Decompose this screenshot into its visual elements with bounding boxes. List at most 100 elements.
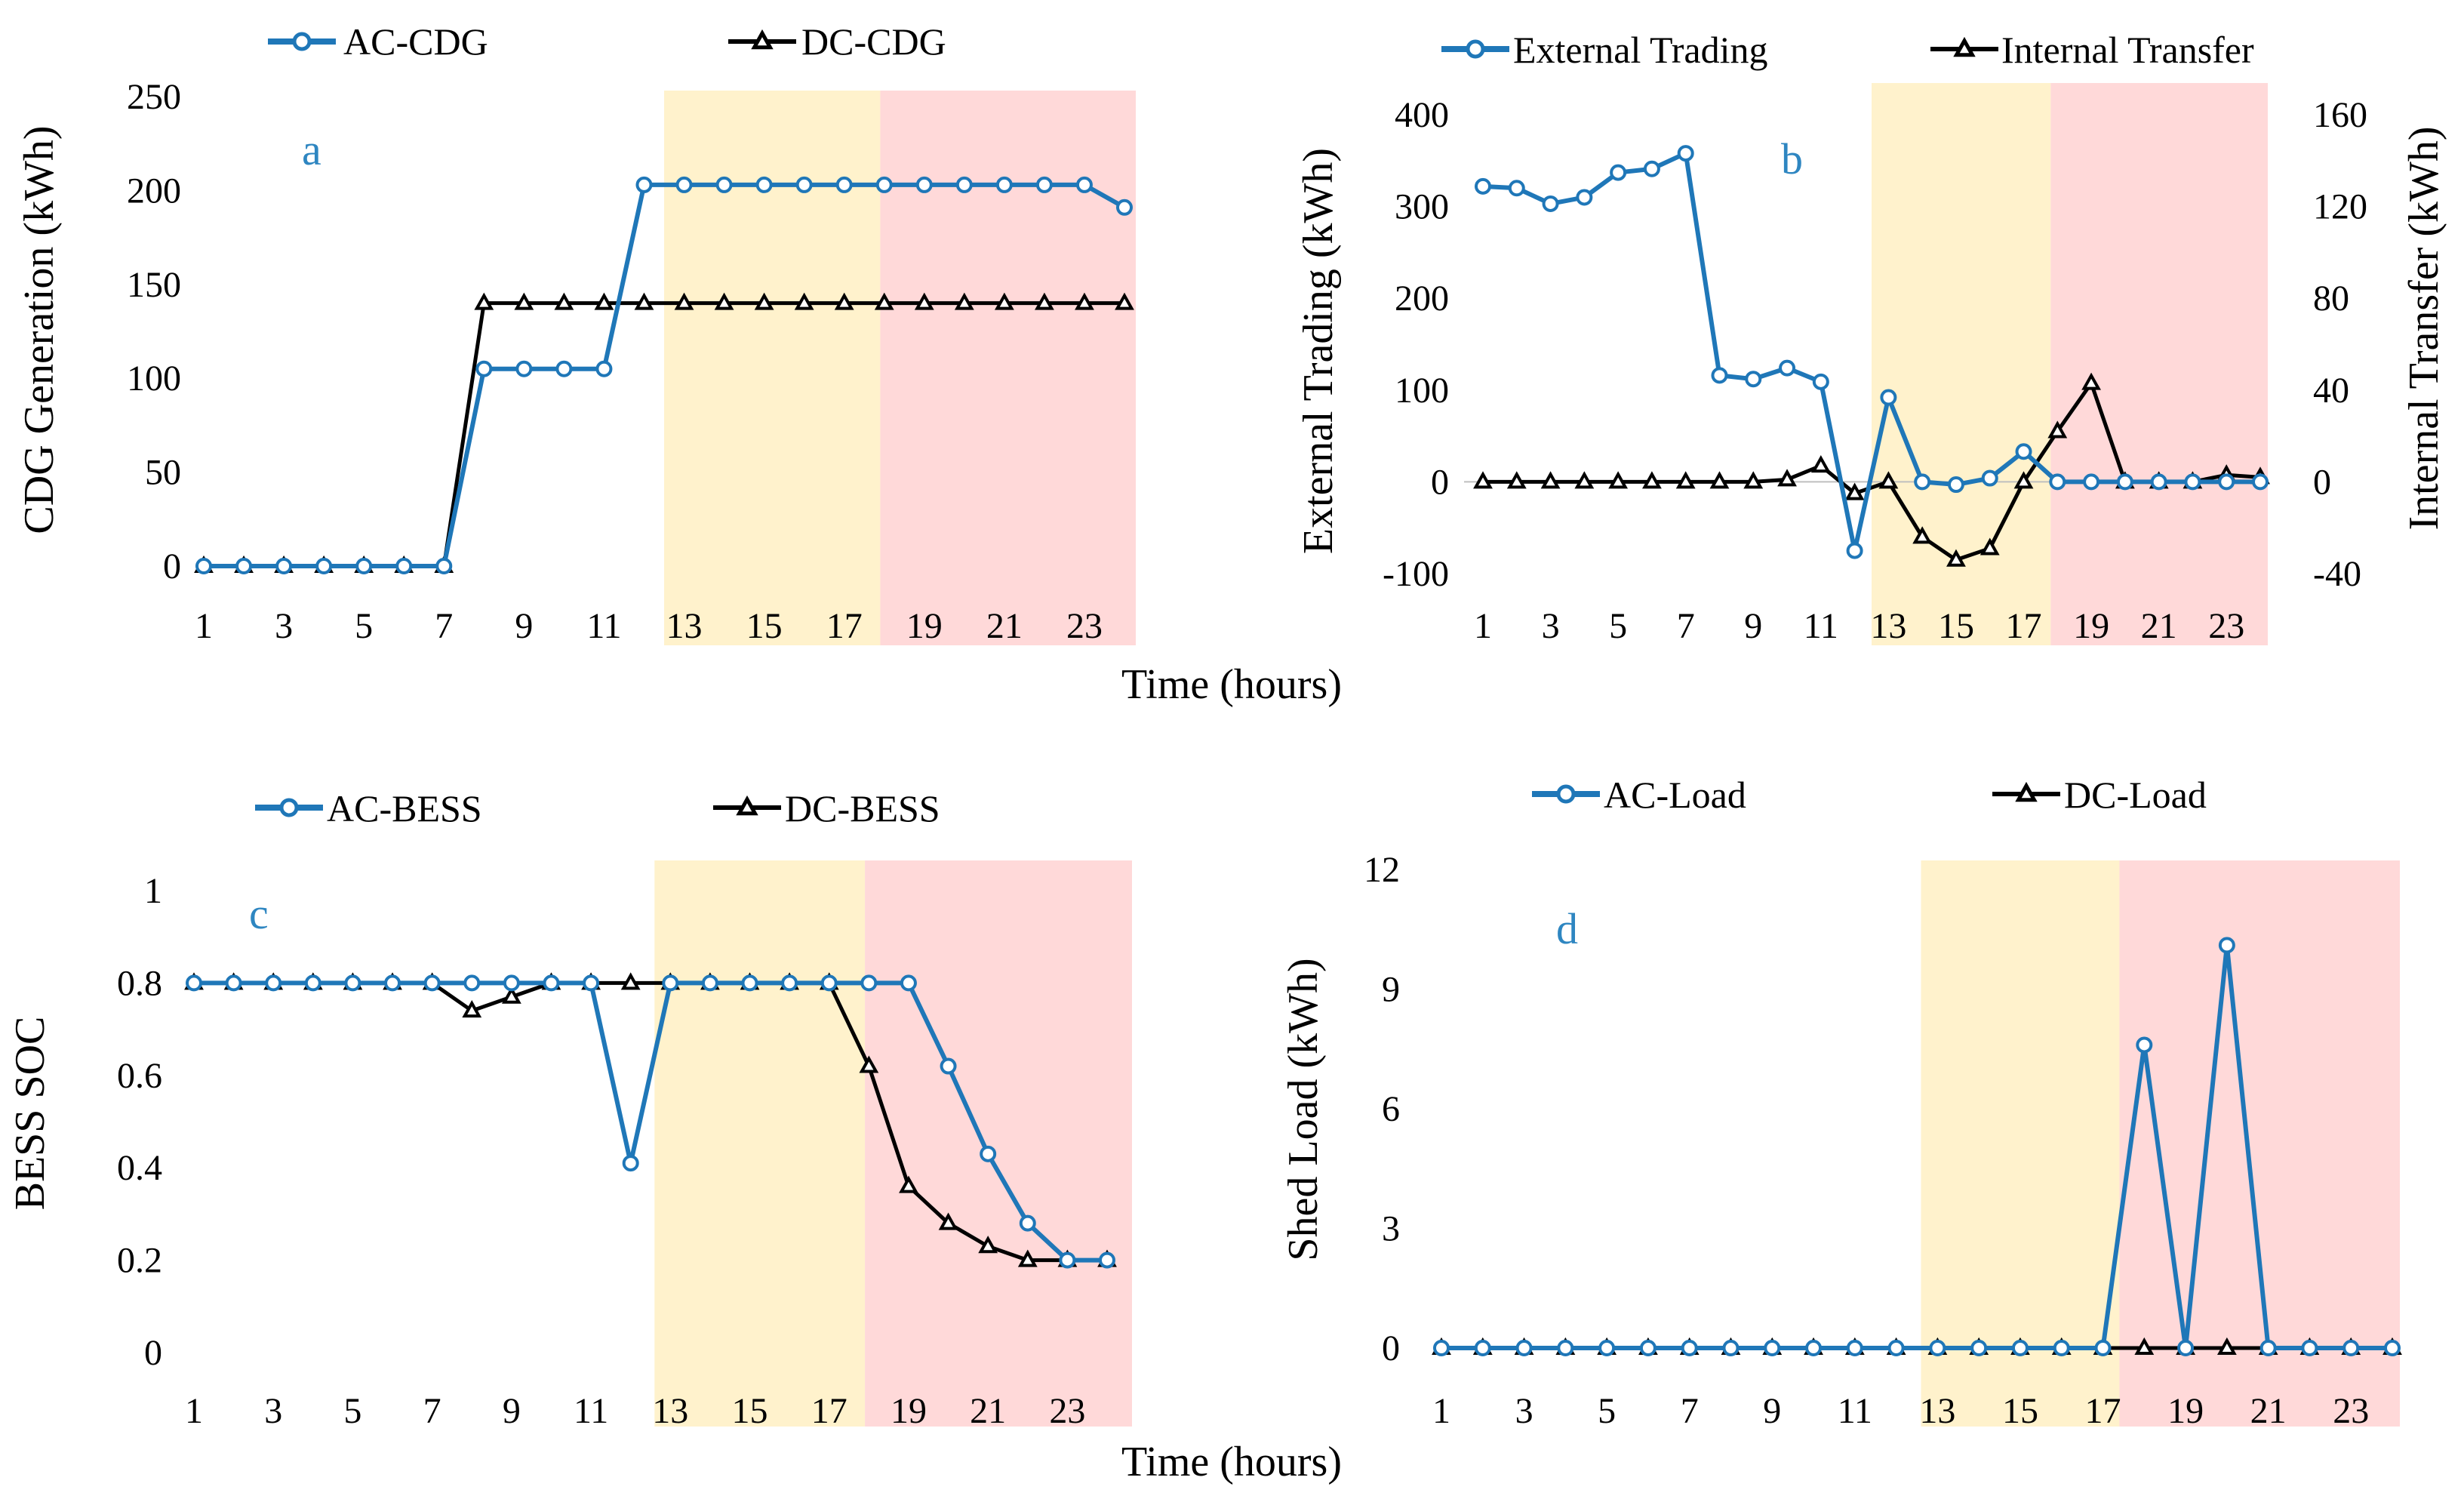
y2-tick-label: -40 bbox=[2313, 554, 2361, 594]
legend-label: DC-BESS bbox=[785, 787, 940, 829]
data-point bbox=[2218, 937, 2235, 954]
data-point bbox=[2049, 473, 2066, 491]
data-point bbox=[1722, 1340, 1740, 1356]
series-ac-bess bbox=[186, 974, 1115, 1269]
y2-tick-label: 120 bbox=[2313, 187, 2367, 227]
data-point bbox=[662, 974, 679, 992]
data-point bbox=[555, 360, 573, 377]
data-point bbox=[2013, 471, 2034, 489]
y-tick-label: 0.6 bbox=[117, 1056, 162, 1096]
y2-tick-label: 80 bbox=[2313, 279, 2349, 319]
data-point bbox=[915, 176, 933, 193]
data-point bbox=[514, 292, 534, 310]
data-point bbox=[195, 558, 212, 574]
x-tick-label: 5 bbox=[343, 1391, 361, 1431]
data-point bbox=[2184, 473, 2201, 491]
data-point bbox=[1075, 292, 1094, 310]
y-tick-label: 300 bbox=[1395, 187, 1449, 227]
data-point bbox=[938, 1212, 958, 1230]
x-tick-label: 13 bbox=[652, 1391, 688, 1431]
x-tick-label: 21 bbox=[2250, 1391, 2287, 1431]
x-tick-label: 23 bbox=[1066, 606, 1103, 646]
data-point bbox=[2384, 1340, 2401, 1356]
data-point bbox=[1946, 549, 1966, 567]
y-tick-label: 0 bbox=[1431, 462, 1449, 502]
x-tick-label: 19 bbox=[891, 1391, 927, 1431]
y-tick-label: 100 bbox=[127, 359, 181, 399]
y2-tick-label: 40 bbox=[2313, 371, 2349, 411]
x-tick-label: 17 bbox=[2006, 606, 2042, 646]
data-point bbox=[715, 176, 733, 193]
panel-letter: c bbox=[249, 889, 269, 938]
data-point bbox=[1540, 471, 1561, 489]
x-tick-label: 19 bbox=[2167, 1391, 2204, 1431]
y-tick-label: 9 bbox=[1382, 970, 1400, 1010]
y-tick-label: 0.2 bbox=[117, 1241, 162, 1281]
legend-marker bbox=[1556, 784, 1576, 804]
series-ac-cdg bbox=[195, 176, 1133, 574]
data-point bbox=[1880, 389, 1897, 406]
shaded-regions bbox=[1921, 860, 2400, 1427]
x-tick-labels: 1 3 5 7 9 11 13 15 17 19 21 23 bbox=[1474, 606, 2244, 646]
data-point bbox=[899, 1175, 918, 1193]
legend-label: External Trading bbox=[1513, 29, 1767, 71]
y2-tick-labels: -40 0 40 80 120 160 bbox=[2313, 95, 2367, 594]
data-point bbox=[1970, 1340, 1988, 1356]
y-tick-label: 0 bbox=[144, 1333, 162, 1373]
x-tick-label: 23 bbox=[2333, 1391, 2369, 1431]
data-point bbox=[1542, 195, 1559, 212]
data-point bbox=[2342, 1340, 2360, 1356]
data-point bbox=[955, 176, 973, 193]
data-point bbox=[995, 176, 1013, 193]
y-tick-label: 0.4 bbox=[117, 1148, 162, 1188]
y-tick-label: 200 bbox=[1395, 279, 1449, 319]
data-point bbox=[1433, 1340, 1450, 1356]
data-point bbox=[675, 176, 693, 193]
data-point bbox=[474, 292, 494, 310]
data-point bbox=[834, 292, 854, 310]
data-point bbox=[462, 1000, 482, 1018]
data-point bbox=[225, 974, 242, 992]
data-point bbox=[384, 974, 401, 992]
x-tick-label: 1 bbox=[195, 606, 213, 646]
x-tick-label: 15 bbox=[2002, 1391, 2038, 1431]
data-point bbox=[1812, 373, 1829, 390]
x-tick-label: 13 bbox=[1919, 1391, 1955, 1431]
data-point bbox=[820, 974, 838, 992]
legend-d-0: AC-Load bbox=[1532, 774, 1746, 816]
data-point bbox=[554, 292, 574, 310]
y-axis-title: CDG Generation (kWh) bbox=[16, 125, 63, 534]
y-tick-labels: 0 3 6 9 12 bbox=[1364, 850, 1400, 1368]
legend-marker bbox=[751, 29, 774, 50]
x-tick-label: 9 bbox=[1744, 606, 1762, 646]
data-point bbox=[2216, 1337, 2237, 1355]
series bbox=[194, 176, 1134, 574]
series bbox=[1473, 145, 2270, 567]
data-point bbox=[1677, 145, 1694, 162]
x-tick-label: 13 bbox=[666, 606, 703, 646]
data-point bbox=[714, 292, 734, 310]
data-point bbox=[515, 360, 533, 377]
x-tick-label: 11 bbox=[574, 1391, 608, 1431]
y-tick-labels: 0 0.2 0.4 0.6 0.8 1 bbox=[117, 871, 162, 1373]
x-axis-title-bottom: Time (hours) bbox=[1121, 1439, 1342, 1485]
data-point bbox=[1115, 292, 1134, 310]
data-point bbox=[1914, 473, 1931, 491]
x-tick-label: 9 bbox=[515, 606, 533, 646]
x-tick-label: 23 bbox=[2208, 606, 2244, 646]
data-point bbox=[1515, 1340, 1533, 1356]
data-point bbox=[1912, 526, 1933, 544]
x-tick-label: 21 bbox=[986, 606, 1023, 646]
data-point bbox=[1711, 367, 1728, 384]
data-point bbox=[1557, 1340, 1574, 1356]
shaded-region-1 bbox=[1921, 860, 2120, 1427]
data-point bbox=[875, 176, 893, 193]
data-point bbox=[2259, 1340, 2277, 1356]
x-tick-label: 21 bbox=[2141, 606, 2177, 646]
data-point bbox=[543, 974, 560, 992]
y-tick-label: -100 bbox=[1383, 554, 1449, 594]
data-point bbox=[423, 974, 441, 992]
y-tick-label: 0 bbox=[1382, 1328, 1400, 1368]
